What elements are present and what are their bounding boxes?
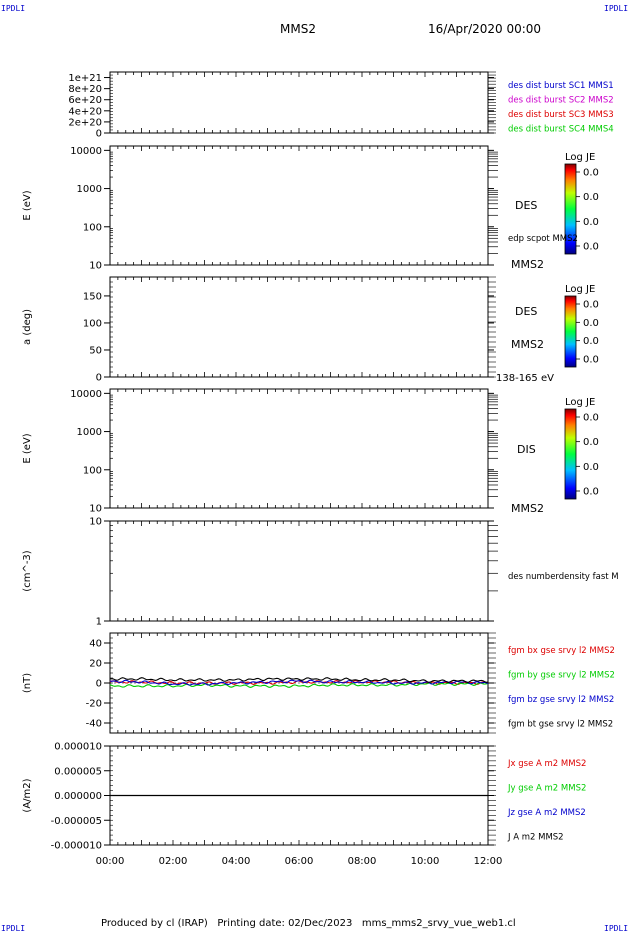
panel-2-y-tick-label: 0 xyxy=(96,373,102,384)
panel-3-colorbar xyxy=(564,408,577,500)
panel-6-legend-entry: J A m2 MMS2 xyxy=(507,833,564,843)
panel-3-y-tick-label: 1000 xyxy=(77,427,102,438)
panel-1-colorbar-tick-label: 0.0 xyxy=(583,168,599,179)
panel-6-y-tick-label: 0.000000 xyxy=(54,791,102,802)
panel-3-instrument-label: DIS xyxy=(517,443,536,456)
ipdli-mark-bottom-left: IPDLI xyxy=(1,924,26,933)
spacecraft-title: MMS2 xyxy=(280,22,316,36)
panel-6-legend-entry: Jy gse A m2 MMS2 xyxy=(507,784,586,794)
panel-3-y-tick-label: 10 xyxy=(89,504,102,515)
panel-0-frame xyxy=(109,71,489,134)
panel-6-x-tick-label: 02:00 xyxy=(159,856,188,867)
panel-2-y-tick-label: 50 xyxy=(89,345,102,356)
panel-0-legend-entry: des dist burst SC4 MMS4 xyxy=(508,125,614,135)
panel-2-instrument-label: DES xyxy=(515,305,537,318)
panel-0-y-tick-label: 6e+20 xyxy=(68,95,102,106)
panel-1-frame xyxy=(109,145,489,266)
panel-2-y-axis-label: a (deg) xyxy=(22,309,33,345)
panel-1-y-tick-label: 10000 xyxy=(70,146,102,157)
panel-5-y-axis-label: (nT) xyxy=(22,673,33,693)
panel-5-y-tick-label: -40 xyxy=(86,719,102,730)
panel-5-y-tick-label: 0 xyxy=(96,679,102,690)
panel-5-legend-entry: fgm bx gse srvy l2 MMS2 xyxy=(508,646,615,656)
panel-2-spacecraft-label: MMS2 xyxy=(511,338,544,351)
panel-4-frame xyxy=(109,520,489,622)
panel-6-x-tick-label: 00:00 xyxy=(96,856,125,867)
panel-3-colorbar-tick-label: 0.0 xyxy=(583,437,599,448)
ipdli-mark-top-left: IPDLI xyxy=(1,4,26,13)
panel-5-y-tick-label: 20 xyxy=(89,659,102,670)
panel-2-colorbar-tick-label: 0.0 xyxy=(583,355,599,366)
panel-3-colorbar-tick-label: 0.0 xyxy=(583,413,599,424)
ipdli-mark-bottom-right: IPDLI xyxy=(604,924,629,933)
panel-5-y-tick-label: 40 xyxy=(89,639,102,650)
panel-2-colorbar-tick-label: 0.0 xyxy=(583,318,599,329)
panel-3-y-axis-label: E (eV) xyxy=(22,433,33,463)
panel-6-x-tick-label: 04:00 xyxy=(222,856,251,867)
panel-3-y-tick-label: 10000 xyxy=(70,389,102,400)
panel-0-legend-entry: des dist burst SC2 MMS2 xyxy=(508,96,614,106)
ipdli-mark-top-right: IPDLI xyxy=(604,4,629,13)
panel-5-legend-entry: fgm bz gse srvy l2 MMS2 xyxy=(508,695,614,705)
panel-3-spacecraft-label: MMS2 xyxy=(511,502,544,515)
panel-3-y-tick-label: 100 xyxy=(83,465,102,476)
panel-2-colorbar-tick-label: 0.0 xyxy=(583,300,599,311)
panel-0-y-tick-label: 2e+20 xyxy=(68,117,102,128)
panel-4-y-tick-label: 10 xyxy=(89,517,102,528)
panel-1-y-tick-label: 100 xyxy=(83,222,102,233)
panel-1-colorbar-title: Log JE xyxy=(565,152,595,163)
panel-1-instrument-label: DES xyxy=(515,199,537,212)
panel-6-y-tick-label: -0.000005 xyxy=(51,816,102,827)
panel-2-colorbar xyxy=(564,295,577,368)
panel-6-y-tick-label: -0.000010 xyxy=(51,841,102,852)
panel-6-legend-entry: Jx gse A m2 MMS2 xyxy=(507,759,586,769)
panel-1-colorbar-tick-label: 0.0 xyxy=(583,192,599,203)
panel-6-x-tick-label: 10:00 xyxy=(411,856,440,867)
panel-1-y-axis-label: E (eV) xyxy=(22,190,33,220)
panel-2-y-tick-label: 150 xyxy=(83,291,102,302)
panel-0-y-tick-label: 0 xyxy=(96,129,102,140)
panel-5-legend-entry: fgm by gse srvy l2 MMS2 xyxy=(508,671,615,681)
panel-6-x-tick-label: 12:00 xyxy=(474,856,503,867)
panel-0-y-tick-label: 4e+20 xyxy=(68,106,102,117)
panel-2-y-tick-label: 100 xyxy=(83,318,102,329)
panel-3-colorbar-tick-label: 0.0 xyxy=(583,487,599,498)
panel-1-y-tick-label: 10 xyxy=(89,261,102,272)
panel-4-legend-entry: des numberdensity fast M xyxy=(508,572,619,582)
panel-5-legend-entry: fgm bt gse srvy l2 MMS2 xyxy=(508,720,613,730)
panel-4-y-axis-label: (cm^-3) xyxy=(22,550,33,591)
panel-0-y-tick-label: 8e+20 xyxy=(68,84,102,95)
panel-6-legend-entry: Jz gse A m2 MMS2 xyxy=(507,808,586,818)
panel-1-spacecraft-label: MMS2 xyxy=(511,258,544,271)
panel-2-energy-range-label: 138-165 eV xyxy=(496,373,554,384)
panel-5-series-3 xyxy=(109,677,489,683)
panel-6-y-tick-label: 0.000010 xyxy=(54,742,102,753)
panel-0-legend-entry: des dist burst SC3 MMS3 xyxy=(508,110,614,120)
panel-0-legend-entry: des dist burst SC1 MMS1 xyxy=(508,81,614,91)
panel-3-colorbar-tick-label: 0.0 xyxy=(583,462,599,473)
panel-4-y-tick-label: 1 xyxy=(96,617,102,628)
panel-1-colorbar xyxy=(564,163,577,255)
panel-3-frame xyxy=(109,388,489,509)
panel-1-colorbar-tick-label: 0.0 xyxy=(583,217,599,228)
panel-5-y-tick-label: -20 xyxy=(86,699,102,710)
panel-1-overlay-label: edp scpot MMS2 xyxy=(508,234,578,244)
panel-3-colorbar-title: Log JE xyxy=(565,397,595,408)
panel-6-x-tick-label: 06:00 xyxy=(285,856,314,867)
panel-1-colorbar-tick-label: 0.0 xyxy=(583,242,599,253)
datetime-title: 16/Apr/2020 00:00 xyxy=(428,22,542,36)
panel-5-series-1 xyxy=(109,682,489,688)
panel-6-x-tick-label: 08:00 xyxy=(348,856,377,867)
panel-2-colorbar-tick-label: 0.0 xyxy=(583,336,599,347)
panel-0-y-tick-label: 1e+21 xyxy=(68,73,102,84)
panel-2-frame xyxy=(109,276,489,378)
panel-5-series-2 xyxy=(109,679,489,686)
panel-6-y-tick-label: 0.000005 xyxy=(54,766,102,777)
panel-6-y-axis-label: (A/m2) xyxy=(22,778,33,812)
panel-2-colorbar-title: Log JE xyxy=(565,284,595,295)
panel-1-y-tick-label: 1000 xyxy=(77,184,102,195)
footer-credits: Produced by cl (IRAP) Printing date: 02/… xyxy=(101,918,516,929)
